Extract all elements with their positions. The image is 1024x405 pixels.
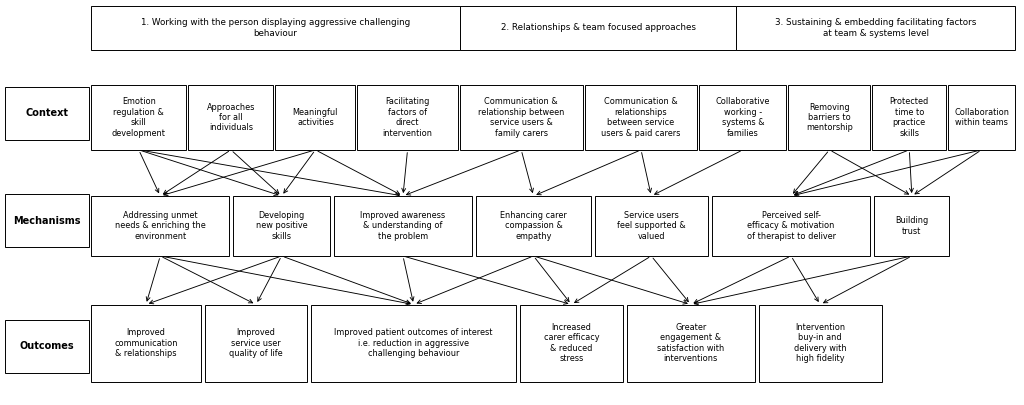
Text: Facilitating
factors of
direct
intervention: Facilitating factors of direct intervent… xyxy=(383,97,432,138)
FancyBboxPatch shape xyxy=(585,85,697,150)
FancyBboxPatch shape xyxy=(91,6,460,50)
Text: Approaches
for all
individuals: Approaches for all individuals xyxy=(207,102,255,132)
Text: Outcomes: Outcomes xyxy=(19,341,75,351)
Text: 3. Sustaining & embedding facilitating factors
at team & systems level: 3. Sustaining & embedding facilitating f… xyxy=(775,18,976,38)
Text: Protected
time to
practice
skills: Protected time to practice skills xyxy=(890,97,929,138)
FancyBboxPatch shape xyxy=(948,85,1015,150)
FancyBboxPatch shape xyxy=(460,6,736,50)
FancyBboxPatch shape xyxy=(5,87,89,140)
FancyBboxPatch shape xyxy=(872,85,946,150)
Text: Improved patient outcomes of interest
i.e. reduction in aggressive
challenging b: Improved patient outcomes of interest i.… xyxy=(335,328,493,358)
Text: Enhancing carer
compassion &
empathy: Enhancing carer compassion & empathy xyxy=(500,211,567,241)
Text: Greater
engagement &
satisfaction with
interventions: Greater engagement & satisfaction with i… xyxy=(657,323,724,363)
Text: Context: Context xyxy=(26,109,69,118)
FancyBboxPatch shape xyxy=(712,196,870,256)
Text: Collaboration
within teams: Collaboration within teams xyxy=(954,108,1009,127)
Text: Increased
carer efficacy
& reduced
stress: Increased carer efficacy & reduced stres… xyxy=(544,323,599,363)
FancyBboxPatch shape xyxy=(476,196,591,256)
Text: Removing
barriers to
mentorship: Removing barriers to mentorship xyxy=(806,102,853,132)
Text: 2. Relationships & team focused approaches: 2. Relationships & team focused approach… xyxy=(501,23,695,32)
Text: Addressing unmet
needs & enriching the
environment: Addressing unmet needs & enriching the e… xyxy=(115,211,206,241)
FancyBboxPatch shape xyxy=(311,305,516,382)
Text: Service users
feel supported &
valued: Service users feel supported & valued xyxy=(616,211,686,241)
Text: Perceived self-
efficacy & motivation
of therapist to deliver: Perceived self- efficacy & motivation of… xyxy=(746,211,836,241)
Text: Communication &
relationship between
service users &
family carers: Communication & relationship between ser… xyxy=(478,97,564,138)
Text: Collaborative
working -
systems &
families: Collaborative working - systems & famili… xyxy=(716,97,770,138)
FancyBboxPatch shape xyxy=(699,85,786,150)
Text: Meaningful
activities: Meaningful activities xyxy=(293,108,338,127)
FancyBboxPatch shape xyxy=(595,196,708,256)
FancyBboxPatch shape xyxy=(357,85,458,150)
FancyBboxPatch shape xyxy=(275,85,355,150)
FancyBboxPatch shape xyxy=(736,6,1015,50)
Text: Mechanisms: Mechanisms xyxy=(13,216,81,226)
Text: Intervention
buy-in and
delivery with
high fidelity: Intervention buy-in and delivery with hi… xyxy=(794,323,847,363)
FancyBboxPatch shape xyxy=(91,196,229,256)
Text: Improved awareness
& understanding of
the problem: Improved awareness & understanding of th… xyxy=(360,211,445,241)
Text: 1. Working with the person displaying aggressive challenging
behaviour: 1. Working with the person displaying ag… xyxy=(141,18,410,38)
FancyBboxPatch shape xyxy=(5,194,89,247)
FancyBboxPatch shape xyxy=(627,305,755,382)
FancyBboxPatch shape xyxy=(5,320,89,373)
Text: Communication &
relationships
between service
users & paid carers: Communication & relationships between se… xyxy=(601,97,681,138)
FancyBboxPatch shape xyxy=(91,85,186,150)
FancyBboxPatch shape xyxy=(91,305,201,382)
FancyBboxPatch shape xyxy=(759,305,882,382)
FancyBboxPatch shape xyxy=(520,305,623,382)
FancyBboxPatch shape xyxy=(334,196,472,256)
FancyBboxPatch shape xyxy=(460,85,583,150)
Text: Improved
communication
& relationships: Improved communication & relationships xyxy=(114,328,178,358)
Text: Emotion
regulation &
skill
development: Emotion regulation & skill development xyxy=(112,97,166,138)
FancyBboxPatch shape xyxy=(188,85,273,150)
FancyBboxPatch shape xyxy=(874,196,949,256)
Text: Improved
service user
quality of life: Improved service user quality of life xyxy=(229,328,283,358)
Text: Building
trust: Building trust xyxy=(895,216,929,236)
FancyBboxPatch shape xyxy=(205,305,307,382)
Text: Developing
new positive
skills: Developing new positive skills xyxy=(256,211,307,241)
FancyBboxPatch shape xyxy=(233,196,330,256)
FancyBboxPatch shape xyxy=(788,85,870,150)
